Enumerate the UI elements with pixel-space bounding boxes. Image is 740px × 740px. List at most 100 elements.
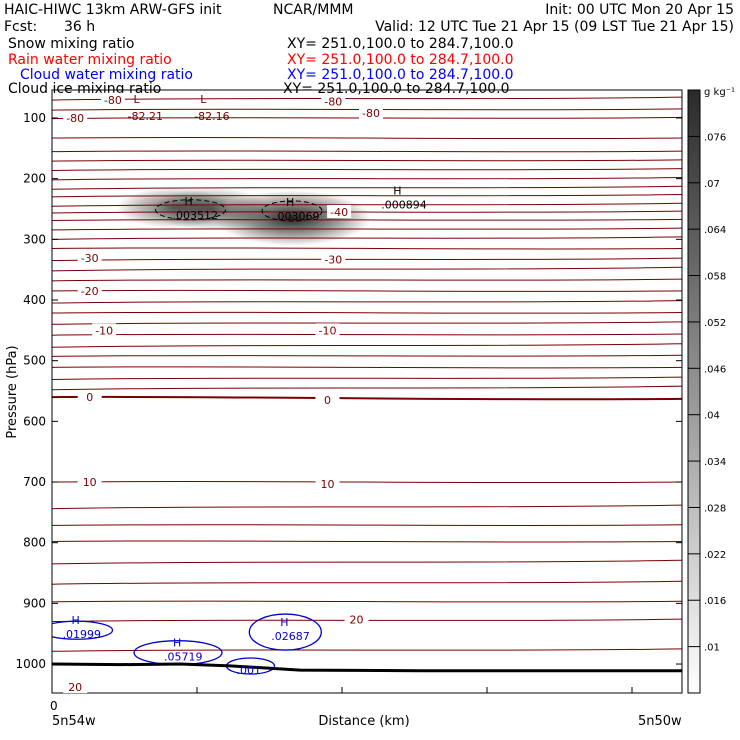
field-xy-snow: XY= 251.0,100.0 to 284.7,100.0 xyxy=(287,36,514,52)
snow-contour xyxy=(261,200,323,222)
temperature-label-bg xyxy=(100,92,125,106)
temperature-label: -20 xyxy=(81,285,99,298)
y-tick-label: 400 xyxy=(23,293,46,307)
temperature-label-bg xyxy=(92,323,117,337)
isotherm-line xyxy=(52,159,682,162)
temperature-label-bg xyxy=(77,283,102,297)
plot-frame xyxy=(51,89,683,694)
temperature-label: -80 xyxy=(66,112,84,125)
snow-max-marker: H xyxy=(393,184,401,197)
y-tick-label: 200 xyxy=(23,172,46,186)
y-tick-label: 500 xyxy=(23,354,46,368)
cloud-water-max-value: .05719 xyxy=(164,651,203,664)
cloud-water-max-value: .02687 xyxy=(271,630,310,643)
snow-contour xyxy=(155,199,226,221)
temperature-label-bg xyxy=(315,476,340,490)
isotherm-line xyxy=(52,136,682,140)
y-tick-label: 1000 xyxy=(15,657,46,671)
colorbar: g kg⁻¹ .01 .016 .022 .028 .034 .04 .046 .052 .05… xyxy=(687,87,735,694)
temperature-label-bg xyxy=(321,252,346,266)
isotherm-line xyxy=(52,333,682,336)
isotherm-line xyxy=(52,168,682,171)
snow-max-value: .003069 xyxy=(274,210,320,223)
colorbar-tick-label: .058 xyxy=(704,272,726,283)
temperature-label-bg xyxy=(359,106,383,120)
temperature-label-bg xyxy=(315,393,340,407)
low-value: -82.21 xyxy=(128,110,163,123)
colorbar-tick-label: .076 xyxy=(704,132,726,143)
temperature-label: 10 xyxy=(321,478,335,491)
valid-time: Valid: 12 UTC Tue 21 Apr 15 (09 LST Tue … xyxy=(375,19,734,35)
x-axis-title: Distance (km) xyxy=(318,714,409,729)
cloud-water-max-marker: H xyxy=(173,637,181,650)
temperature-label-bg xyxy=(344,612,369,626)
colorbar-strip xyxy=(687,89,701,694)
field-xy-cloud-water: XY= 251.0,100.0 to 284.7,100.0 xyxy=(287,67,514,83)
low-marker: L xyxy=(134,93,141,106)
y-tick-label: 900 xyxy=(23,596,46,610)
terrain-line xyxy=(52,662,682,673)
temperature-label-bg xyxy=(63,680,88,694)
isotherm-line xyxy=(52,185,682,190)
temperature-label: -80 xyxy=(362,107,380,120)
init-time: Init: 00 UTC Mon 20 Apr 15 xyxy=(545,2,734,18)
temperature-label-bg xyxy=(321,94,346,108)
isotherm-line xyxy=(52,176,682,181)
temperature-label: -80 xyxy=(104,94,122,107)
temperature-label: -10 xyxy=(95,324,113,337)
temperature-label: 10 xyxy=(83,476,97,489)
cloud-water-contour xyxy=(52,620,114,640)
forecast-label: Fcst: xyxy=(4,19,38,35)
temperature-label-bg xyxy=(63,111,88,124)
cloud-water-max-marker: H xyxy=(72,614,80,627)
colorbar-tick-label: .028 xyxy=(704,503,726,514)
x-start-label: 5n54w xyxy=(52,714,96,729)
y-tick-label: 700 xyxy=(23,475,46,489)
contour-labels: -80 -80 -80 -80 -40 -30 -30 -20 -10 -10 0 0 10 10 20 20… xyxy=(63,92,427,694)
low-value: -82.16 xyxy=(194,110,229,123)
isotherm-line xyxy=(52,524,682,527)
temperature-label: -40 xyxy=(330,206,348,219)
isotherm-line xyxy=(52,311,682,314)
y-tick-label: 600 xyxy=(23,414,46,428)
field-xy-rain: XY= 251.0,100.0 to 284.7,100.0 xyxy=(287,52,514,68)
isotherm-line xyxy=(52,247,682,250)
y-tick-label: 300 xyxy=(23,232,46,246)
colorbar-tick-label: .046 xyxy=(704,364,726,375)
temperature-label: 0 xyxy=(324,394,331,407)
isotherm-line xyxy=(52,648,682,652)
field-name-rain: Rain water mixing ratio xyxy=(8,52,172,68)
isotherm-line xyxy=(52,193,682,198)
isotherm-line xyxy=(52,150,682,153)
snow-max-marker: H xyxy=(286,196,294,209)
isotherm-line xyxy=(52,504,682,510)
y-axis-title: Pressure (hPa) xyxy=(5,345,20,438)
snow-max-value: .003512 xyxy=(173,209,219,222)
isotherm-line xyxy=(52,540,682,543)
temperature-label: 20 xyxy=(350,614,364,627)
field-name-cloud-ice: Cloud ice mixing ratio xyxy=(8,81,162,97)
isotherm-line xyxy=(52,218,682,222)
x-end-label: 5n50w xyxy=(638,714,682,729)
org-label: NCAR/MMM xyxy=(273,2,354,18)
isotherm-line xyxy=(52,236,682,240)
isotherm-line xyxy=(52,96,682,101)
y-tick-label: 800 xyxy=(23,536,46,550)
colorbar-tick-label: .064 xyxy=(704,225,726,236)
colorbar-unit: g kg⁻¹ xyxy=(704,87,735,98)
temperature-label-bg xyxy=(315,323,340,337)
x-origin-tick: 0 xyxy=(50,699,58,713)
snow-contours xyxy=(155,199,323,222)
temperature-label: -10 xyxy=(319,324,337,337)
isotherm-line xyxy=(52,376,682,380)
model-title: HAIC-HIWC 13km ARW-GFS init xyxy=(4,2,222,18)
field-name-cloud-water: Cloud water mixing ratio xyxy=(20,67,193,83)
forecast-hours: 36 h xyxy=(64,19,96,35)
temperature-label: -80 xyxy=(324,96,342,109)
cloud-water-contour xyxy=(248,613,322,651)
temperature-label: -30 xyxy=(324,253,342,266)
temperature-label: 0 xyxy=(86,391,93,404)
colorbar-tick-label: .01 xyxy=(704,643,720,654)
y-tick-label: 100 xyxy=(23,111,46,125)
